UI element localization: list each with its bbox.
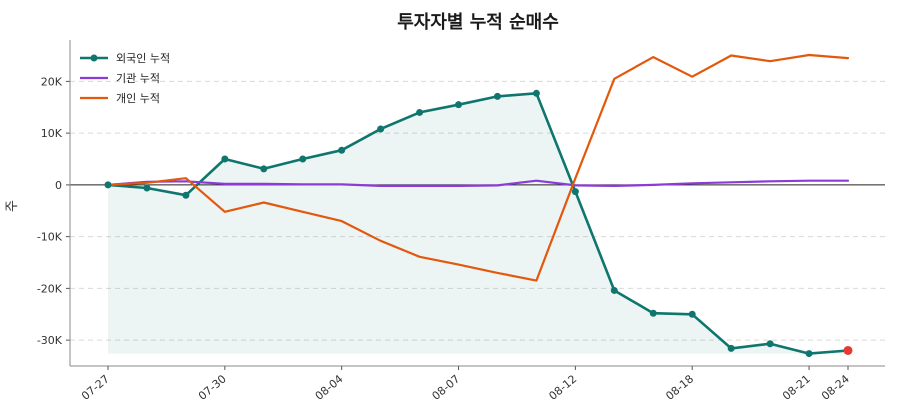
series-1-point [104, 181, 112, 189]
x-tick-labels: 07-27 07-30 08-04 08-07 08-12 08-18 08-21 08-24 [79, 372, 852, 403]
x-tick-label: 08-18 [663, 372, 696, 403]
y-tick-label: -30K [37, 334, 63, 347]
x-tick-label: 07-30 [196, 372, 229, 403]
series-1-last-point [843, 345, 853, 355]
x-tick-label: 08-04 [313, 372, 346, 403]
series-3-line [106, 53, 850, 282]
series-1-point [221, 155, 229, 163]
x-tick-label: 08-12 [546, 372, 579, 403]
y-tick-label: -20K [37, 282, 63, 295]
legend-label: 외국인 누적 [116, 52, 170, 65]
series-1-point [805, 350, 813, 358]
legend-label: 개인 누적 [116, 92, 160, 105]
series-1-point [571, 188, 579, 196]
series-lines [106, 53, 850, 355]
series-1-line [106, 92, 850, 355]
chart-title: 투자자별 누적 순매수 [397, 12, 559, 33]
series-1-point [727, 344, 735, 352]
y-tick-labels: -30K -20K -10K 0 10K 20K [37, 75, 63, 347]
series-1-point [143, 184, 151, 192]
x-tick-label: 07-27 [79, 372, 112, 403]
y-tick-label: 20K [41, 75, 63, 88]
axes [66, 40, 885, 370]
series-1-point [649, 309, 657, 317]
series-1-point [766, 340, 774, 348]
legend-label: 기관 누적 [116, 72, 160, 85]
x-tick-label: 08-21 [780, 372, 813, 403]
series-points [104, 89, 853, 358]
series-1-point [610, 286, 618, 294]
series-1-point [338, 146, 346, 154]
series-1-point [260, 165, 268, 173]
legend-marker [90, 54, 98, 62]
series-1-area [108, 93, 848, 354]
y-axis-label: 주 [5, 200, 20, 212]
series-1-point [416, 108, 424, 116]
series-1-point [299, 155, 307, 163]
series-1-point [493, 92, 501, 100]
series-1-point [182, 191, 190, 199]
series-1-point [377, 125, 385, 133]
series-1-point [455, 101, 463, 109]
series-2-line [106, 179, 850, 187]
series-1-point [688, 310, 696, 318]
y-tick-label: -10K [37, 231, 63, 244]
y-tick-label: 10K [41, 127, 63, 140]
series-1-point [532, 89, 540, 97]
grid-lines [70, 80, 885, 341]
y-tick-label: 0 [55, 179, 62, 192]
x-tick-label: 08-07 [430, 372, 463, 403]
x-tick-label: 08-24 [819, 372, 852, 403]
area-fills [108, 93, 848, 354]
